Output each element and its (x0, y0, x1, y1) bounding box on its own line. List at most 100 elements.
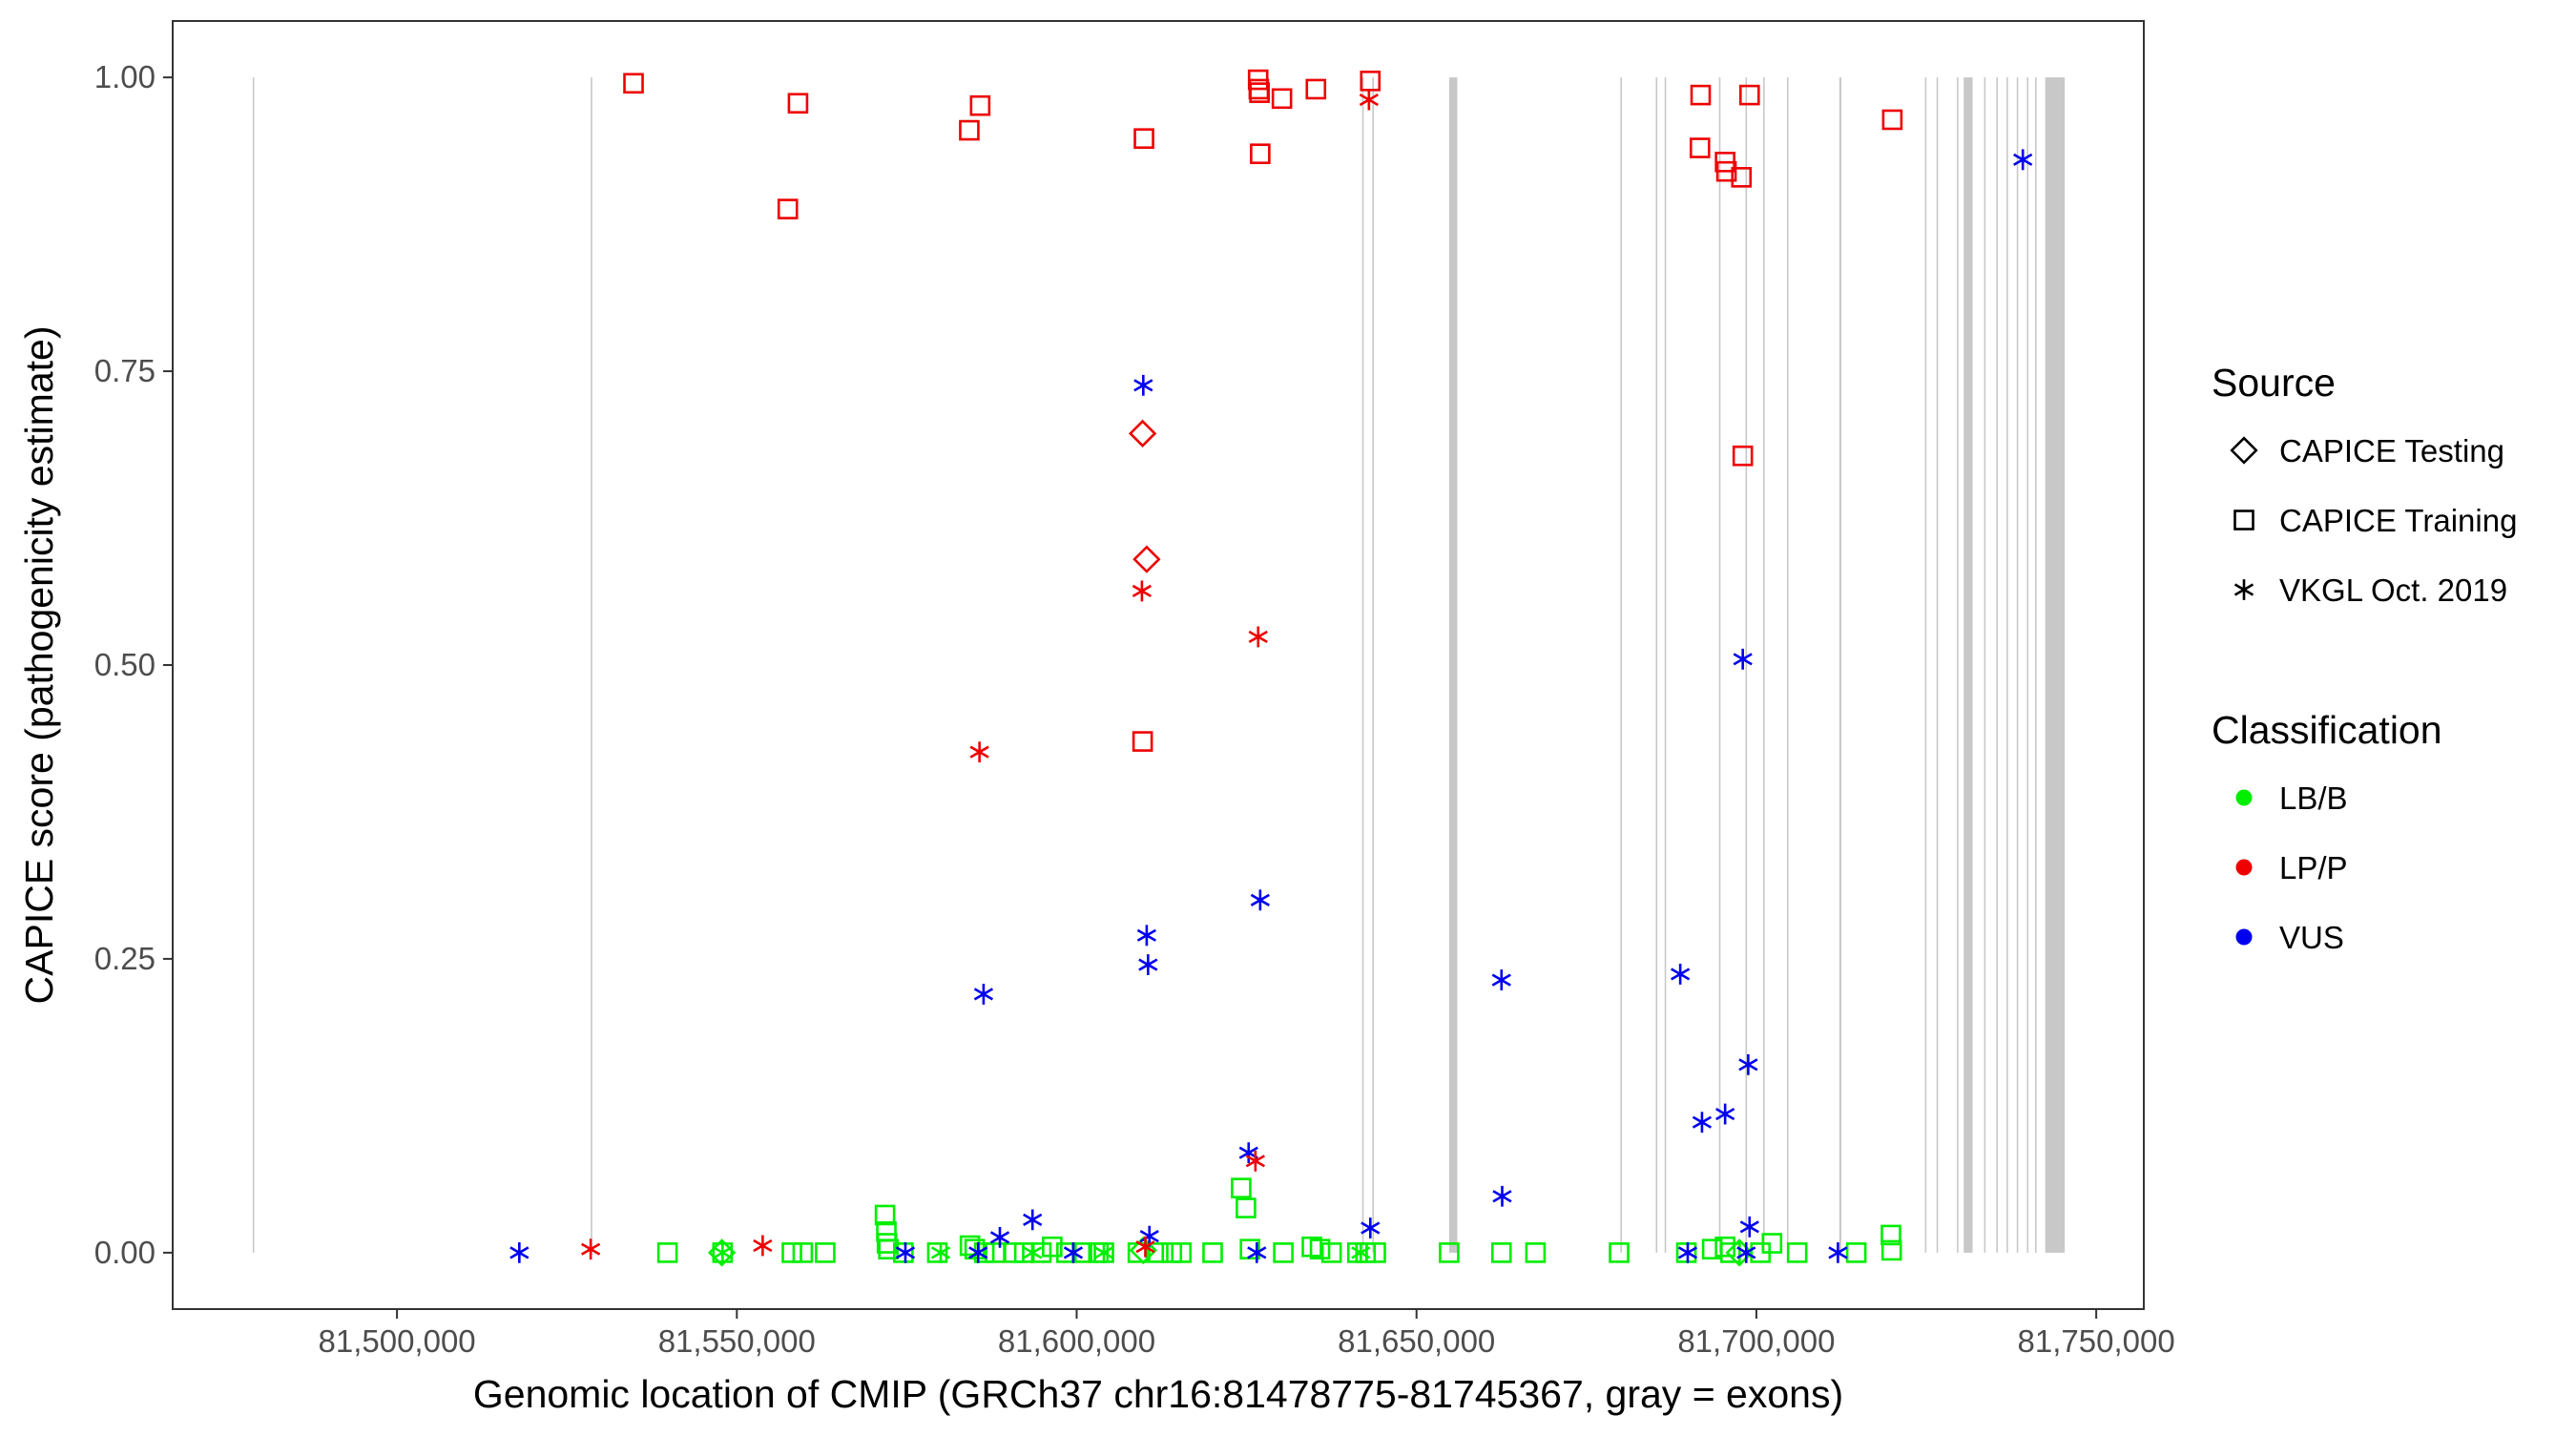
data-point (895, 1241, 916, 1263)
data-point (1202, 1242, 1223, 1263)
data-point (1692, 1112, 1713, 1134)
x-tick-label: 81,750,000 (2018, 1323, 2175, 1359)
data-point (1739, 84, 1760, 106)
legend-class-label: LP/P (2279, 850, 2348, 885)
exon-band (1664, 77, 1667, 1253)
data-point (1677, 1241, 1698, 1263)
exon-band (1957, 77, 1959, 1253)
data-point (1249, 82, 1270, 103)
data-point (1720, 1242, 1741, 1263)
data-point (1245, 1150, 1265, 1172)
legend-classification-title: Classification (2212, 708, 2442, 752)
data-point (1439, 1242, 1460, 1263)
y-tick-label: 0.25 (94, 941, 156, 976)
y-axis-title: CAPICE score (pathogenicity estimate) (17, 326, 61, 1005)
data-point (1731, 167, 1753, 188)
data-point (1609, 1242, 1630, 1263)
exon-layer (252, 77, 2066, 1253)
exon-band (2035, 77, 2037, 1253)
data-point (1132, 580, 1153, 602)
data-point (581, 1238, 601, 1260)
data-point (1271, 88, 1293, 110)
exon-band (2016, 77, 2019, 1253)
data-point (1273, 1242, 1294, 1263)
legend-source-symbol (2233, 510, 2254, 531)
data-point (1365, 1242, 1386, 1263)
exon-band (1718, 77, 1721, 1253)
data-point (1880, 1224, 1901, 1246)
x-tick-label: 81,650,000 (1338, 1323, 1495, 1359)
data-point (1042, 1236, 1063, 1258)
y-axis: 0.00 0.25 0.50 0.75 1.00 (94, 59, 173, 1270)
data-point (1250, 143, 1271, 164)
data-point (1231, 1177, 1252, 1198)
data-point (969, 741, 989, 763)
data-point (969, 94, 991, 116)
data-point (1733, 648, 1753, 670)
data-point (656, 1242, 678, 1263)
exon-band (1963, 77, 1973, 1253)
data-point (2013, 149, 2033, 171)
data-point (959, 119, 980, 141)
data-point (1880, 1239, 1902, 1261)
data-point (1133, 128, 1154, 149)
data-point (1492, 1185, 1512, 1207)
exon-band (2026, 77, 2029, 1253)
data-point (1305, 78, 1327, 100)
legend-source-label: VKGL Oct. 2019 (2279, 572, 2507, 608)
data-point (1490, 1242, 1512, 1263)
data-point (1828, 1241, 1848, 1263)
x-axis: 81,500,000 81,550,000 81,600,000 81,650,000… (319, 1309, 2175, 1359)
data-point (1248, 626, 1268, 648)
data-point (893, 1242, 914, 1263)
data-point (1360, 71, 1381, 92)
x-tick-label: 81,600,000 (998, 1323, 1155, 1359)
legend-source-label: CAPICE Training (2279, 503, 2517, 538)
data-point (1135, 1236, 1155, 1258)
data-point (973, 1242, 995, 1263)
data-point (787, 93, 809, 114)
data-point (1138, 954, 1158, 976)
exon-band (1361, 77, 1364, 1253)
exon-band (252, 77, 255, 1253)
exon-band (1924, 77, 1927, 1253)
data-point (1689, 137, 1711, 158)
exon-band (1745, 77, 1748, 1253)
x-axis-title: Genomic location of CMIP (GRCh37 chr16:8… (473, 1372, 1843, 1416)
data-point (1525, 1242, 1547, 1263)
legend: Source CAPICE Testing CAPICE Training VKGL… (2212, 361, 2517, 955)
data-point (985, 1242, 1006, 1263)
data-point (1690, 84, 1712, 106)
legend-source-title: Source (2212, 361, 2336, 405)
data-point (1247, 1241, 1267, 1263)
legend-source-items: CAPICE Testing CAPICE Training VKGL Oct. 2… (2230, 433, 2517, 608)
data-point (1063, 1241, 1084, 1263)
data-point (1725, 1238, 1754, 1267)
y-tick-label: 1.00 (94, 59, 156, 94)
data-point (1739, 1216, 1759, 1238)
data-point (1359, 89, 1379, 111)
data-point (1715, 1103, 1735, 1125)
exon-band (1786, 77, 1789, 1253)
exon-band (1996, 77, 1999, 1253)
data-point (874, 1204, 896, 1226)
exon-band (1620, 77, 1623, 1253)
data-point (973, 983, 994, 1005)
data-point (1132, 731, 1153, 752)
legend-class-swatch (2235, 859, 2253, 876)
data-point (1132, 545, 1161, 573)
data-point (1250, 889, 1270, 911)
exon-band (1763, 77, 1765, 1253)
data-point (623, 73, 644, 94)
data-point (1786, 1242, 1808, 1263)
legend-source-label: CAPICE Testing (2279, 433, 2504, 468)
data-point (1761, 1233, 1783, 1254)
exon-band (2045, 77, 2066, 1253)
data-point (1671, 964, 1691, 985)
exon-band (1984, 77, 1986, 1253)
data-point (1491, 969, 1511, 991)
data-point (1129, 1236, 1157, 1265)
x-tick-label: 81,500,000 (319, 1323, 476, 1359)
data-point (989, 1226, 1010, 1248)
